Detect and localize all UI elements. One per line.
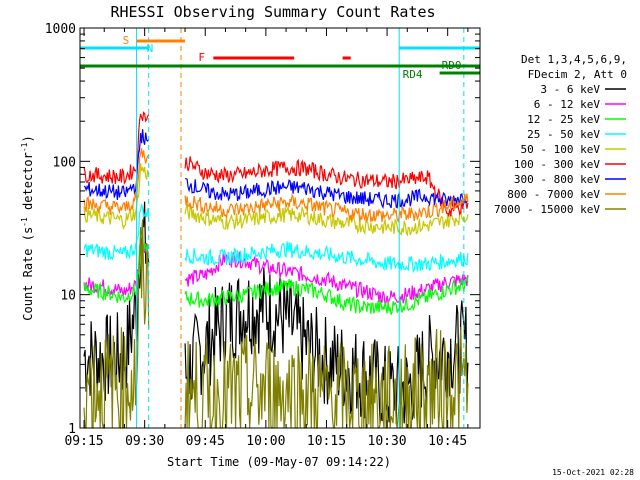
x-tick-label-1045: 10:45 <box>428 434 467 449</box>
y-tick-label-1000: 1000 <box>45 22 76 37</box>
series-25-50-kev-line <box>83 204 150 261</box>
timestamp: 15-Oct-2021 02:28 <box>552 468 634 477</box>
legend-label-50-100-kev: 50 - 100 keV <box>521 143 601 156</box>
plot-frame <box>79 27 481 429</box>
legend-label-12-25-kev: 12 - 25 keV <box>527 113 600 126</box>
series-100-300-kev-line-1 <box>184 156 469 218</box>
x-tick-label-1030: 10:30 <box>368 434 407 449</box>
f-label: F <box>198 51 205 64</box>
y-axis-label-part2: detector <box>21 152 35 217</box>
x-tick-label-0945: 09:45 <box>186 434 225 449</box>
legend-label-7000-15000-kev: 7000 - 15000 keV <box>494 203 600 216</box>
series-25-50-kev-line-1 <box>184 241 469 274</box>
legend-header-line2: FDecim 2, Att 0 <box>528 68 627 81</box>
series-7000-15000-kev-line-1 <box>184 326 469 430</box>
legend-label-800-7000-kev: 800 - 7000 keV <box>507 188 600 201</box>
x-tick-label-1015: 10:15 <box>307 434 346 449</box>
series-6-12-kev-line-1 <box>184 251 469 306</box>
y-axis-label-sup1: -1 <box>20 217 29 227</box>
y-axis-label-part1: Count Rate (s <box>21 227 35 321</box>
series-100-300-kev-line <box>83 111 150 186</box>
x-tick-label-0915: 09:15 <box>64 434 103 449</box>
x-tick-label-1000: 10:00 <box>246 434 285 449</box>
rd0-label: RD0 <box>442 59 462 72</box>
series-800-7000-kev-line-1 <box>184 193 469 223</box>
legend-label-300-800-kev: 300 - 800 keV <box>514 173 600 186</box>
rd4-label: RD4 <box>403 68 423 81</box>
x-tick-label-0930: 09:30 <box>125 434 164 449</box>
y-tick-label-1: 1 <box>68 422 76 437</box>
legend-header-line1: Det 1,3,4,5,6,9, <box>521 53 627 66</box>
y-axis-label-sup2: -1 <box>20 142 29 152</box>
n-label: N <box>147 42 154 55</box>
legend-label-3-6-kev: 3 - 6 keV <box>540 83 600 96</box>
legend-label-25-50-kev: 25 - 50 keV <box>527 128 600 141</box>
s-label: S <box>123 34 130 47</box>
series-12-25-kev-line <box>83 233 150 304</box>
x-axis: 09:15 09:30 09:45 10:00 10:15 10:30 10:45 <box>64 28 469 449</box>
x-axis-label: Start Time (09-May-07 09:14:22) <box>167 455 391 469</box>
legend: Det 1,3,4,5,6,9, FDecim 2, Att 0 3 - 6 k… <box>494 53 627 216</box>
series-300-800-kev-line <box>83 129 150 200</box>
legend-label-100-300-kev: 100 - 300 keV <box>514 158 600 171</box>
y-axis: 1 10 100 1000 <box>45 22 480 437</box>
chart-title: RHESSI Observing Summary Count Rates <box>110 3 435 21</box>
legend-label-6-12-kev: 6 - 12 keV <box>534 98 601 111</box>
series-7000-15000-kev-line <box>83 219 150 429</box>
y-tick-label-10: 10 <box>60 289 76 304</box>
series-50-100-kev-line-1 <box>184 204 469 237</box>
series-12-25-kev-line-1 <box>184 276 469 315</box>
plot-area: S N F RD0 RD4 <box>80 28 480 430</box>
series-50-100-kev-line <box>83 163 150 231</box>
series-300-800-kev-line-1 <box>185 178 469 210</box>
y-axis-label: Count Rate (s-1 detector-1) <box>20 135 35 320</box>
y-tick-label-100: 100 <box>53 155 76 170</box>
y-axis-label-part3: ) <box>21 135 35 142</box>
series-800-7000-kev-line <box>83 148 149 215</box>
